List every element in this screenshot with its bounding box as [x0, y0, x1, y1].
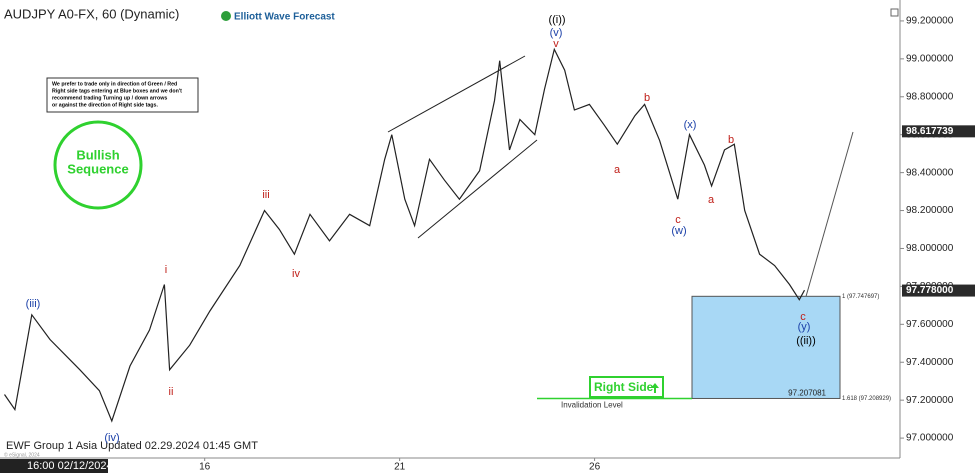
up-arrow	[651, 383, 659, 393]
copyright: © eSignal, 2024	[4, 451, 40, 458]
wave-label: c	[675, 214, 681, 226]
wave-label: b	[644, 92, 650, 104]
wave-label: (x)	[684, 119, 697, 131]
wave-label: (w)	[671, 225, 686, 237]
y-tick-label: 97.000000	[906, 433, 954, 444]
note: We prefer to trade only in direction of …	[52, 81, 182, 108]
brand: Elliott Wave Forecast	[234, 12, 335, 23]
wave-label: ii	[169, 386, 174, 398]
badge-circle	[53, 120, 143, 210]
wave-label: a	[708, 194, 715, 206]
channel-line	[417, 139, 538, 239]
wave-label: b	[728, 134, 734, 146]
badge-line: Sequence	[67, 161, 128, 176]
wave-label: v	[553, 38, 559, 50]
y-tick-label: 97.400000	[906, 357, 954, 368]
brand-logo	[221, 11, 231, 21]
invalidation-label: Invalidation Level	[561, 401, 623, 410]
badge-line: Bullish	[76, 147, 119, 162]
projection-line	[804, 131, 854, 301]
right-side-tag	[589, 376, 664, 398]
note-line: We prefer to trade only in direction of …	[52, 81, 177, 87]
target-box	[691, 295, 841, 399]
wave-label: (iv)	[104, 432, 119, 444]
channel-line	[387, 55, 526, 133]
y-tick-label: 99.200000	[906, 16, 954, 27]
x-tick-label: 26	[589, 462, 601, 473]
fib-level-label: 1 (97.747697)	[842, 294, 879, 300]
wave-label: (y)	[798, 321, 811, 333]
y-tick-label: 98.000000	[906, 243, 954, 254]
wave-label: ((i))	[548, 14, 565, 26]
price-tag	[902, 125, 975, 138]
cursor-label: 16:00 02/12/2024	[27, 460, 113, 472]
x-tick-label: 16	[199, 462, 211, 473]
price-line	[4, 47, 806, 423]
cursor-box	[0, 459, 108, 473]
wave-label: (iii)	[26, 298, 41, 310]
note-box	[46, 77, 199, 113]
wave-label: i	[165, 264, 167, 276]
wave-label: iii	[262, 189, 269, 201]
price-tag	[902, 284, 975, 297]
wave-label: a	[614, 164, 621, 176]
wave-label: c	[800, 311, 806, 323]
note-line: Right side tags entering at Blue boxes a…	[52, 88, 182, 94]
window-button[interactable]	[890, 8, 899, 17]
x-tick-label: 21	[394, 462, 406, 473]
price-tag-label: 97.778000	[906, 285, 954, 296]
y-tick-label: 98.400000	[906, 167, 954, 178]
footer: EWF Group 1 Asia Updated 02.29.2024 01:4…	[6, 440, 258, 452]
wave-label: iv	[292, 268, 300, 280]
note-line: or against the direction of Right side t…	[52, 102, 158, 108]
note-line: recommend trading Turning up / down arro…	[52, 95, 167, 101]
price-tag-label: 98.617739	[906, 126, 954, 137]
fib-level-label: 1.618 (97.208929)	[842, 396, 891, 402]
chart-title: AUDJPY A0-FX, 60 (Dynamic)	[4, 6, 179, 21]
y-tick-label: 98.800000	[906, 91, 954, 102]
wave-label: (v)	[550, 27, 563, 39]
fib-inner-label: 97.207081	[788, 389, 826, 398]
y-tick-label: 97.600000	[906, 319, 954, 330]
y-tick-label: 98.200000	[906, 205, 954, 216]
y-tick-label: 99.000000	[906, 53, 954, 64]
plot-layer: Invalidation Level 97.207081 1 (97.747697)…	[4, 14, 975, 473]
wave-label: ((ii))	[796, 335, 816, 347]
right-side-text: Right Side	[594, 380, 654, 394]
y-tick-label: 97.200000	[906, 395, 954, 406]
